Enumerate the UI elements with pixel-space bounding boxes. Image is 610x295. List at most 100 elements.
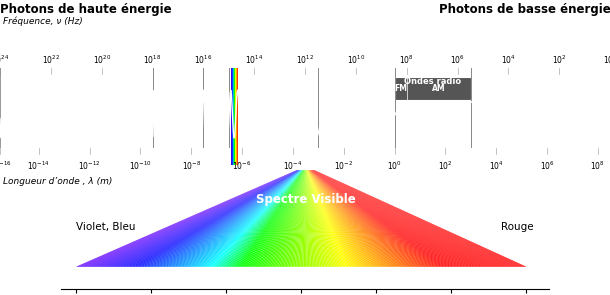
Polygon shape <box>131 170 299 267</box>
Polygon shape <box>234 170 303 267</box>
Text: Infrarouge: Infrarouge <box>248 77 299 86</box>
Polygon shape <box>102 170 298 267</box>
Text: $10^{2}$: $10^{2}$ <box>552 54 567 66</box>
Polygon shape <box>310 170 423 267</box>
Polygon shape <box>270 170 304 267</box>
Polygon shape <box>109 170 298 267</box>
Polygon shape <box>144 170 300 267</box>
Polygon shape <box>267 170 304 267</box>
Polygon shape <box>309 170 379 267</box>
Polygon shape <box>311 170 436 267</box>
Polygon shape <box>207 170 302 267</box>
Polygon shape <box>310 170 418 267</box>
Polygon shape <box>167 170 300 267</box>
Polygon shape <box>278 170 305 267</box>
Polygon shape <box>206 170 302 267</box>
Polygon shape <box>308 170 357 267</box>
Polygon shape <box>81 170 297 267</box>
Polygon shape <box>87 170 297 267</box>
Polygon shape <box>309 170 394 267</box>
Polygon shape <box>308 170 364 267</box>
Polygon shape <box>112 170 298 267</box>
Text: UV: UV <box>209 77 223 86</box>
Text: $10^{24}$: $10^{24}$ <box>0 54 9 66</box>
Text: $10^{4}$: $10^{4}$ <box>501 54 516 66</box>
Text: Ondes radio: Ondes radio <box>404 77 461 86</box>
Polygon shape <box>309 170 395 267</box>
Polygon shape <box>142 170 300 267</box>
Polygon shape <box>209 170 302 267</box>
Polygon shape <box>305 170 306 267</box>
Polygon shape <box>307 170 356 267</box>
Polygon shape <box>121 170 298 267</box>
Polygon shape <box>310 170 427 267</box>
Polygon shape <box>307 170 335 267</box>
Polygon shape <box>309 170 373 267</box>
Polygon shape <box>97 170 298 267</box>
Polygon shape <box>163 170 300 267</box>
Polygon shape <box>246 170 303 267</box>
Polygon shape <box>307 170 347 267</box>
Polygon shape <box>314 170 506 267</box>
Polygon shape <box>307 170 353 267</box>
Polygon shape <box>88 170 297 267</box>
Polygon shape <box>295 170 306 267</box>
Polygon shape <box>254 170 304 267</box>
Text: $10^{-6}$: $10^{-6}$ <box>232 159 252 172</box>
Polygon shape <box>256 170 304 267</box>
Polygon shape <box>313 170 492 267</box>
Polygon shape <box>314 170 519 267</box>
Polygon shape <box>96 170 298 267</box>
Text: $10^{6}$: $10^{6}$ <box>540 159 554 172</box>
Polygon shape <box>312 170 468 267</box>
Polygon shape <box>313 170 483 267</box>
Text: $10^{22}$: $10^{22}$ <box>42 54 60 66</box>
Polygon shape <box>176 170 301 267</box>
Polygon shape <box>123 170 298 267</box>
Polygon shape <box>315 170 526 267</box>
Polygon shape <box>314 170 510 267</box>
Polygon shape <box>99 170 298 267</box>
Polygon shape <box>195 170 301 267</box>
Polygon shape <box>141 170 300 267</box>
Polygon shape <box>153 170 300 267</box>
Polygon shape <box>306 170 325 267</box>
Polygon shape <box>312 170 469 267</box>
Polygon shape <box>310 170 404 267</box>
Polygon shape <box>306 170 320 267</box>
Polygon shape <box>310 170 412 267</box>
Polygon shape <box>282 170 305 267</box>
Polygon shape <box>129 170 299 267</box>
Polygon shape <box>263 170 304 267</box>
Polygon shape <box>312 170 463 267</box>
Polygon shape <box>261 170 304 267</box>
Polygon shape <box>307 170 341 267</box>
Polygon shape <box>293 170 305 267</box>
Polygon shape <box>310 170 426 267</box>
Text: Rayons X: Rayons X <box>156 77 199 86</box>
Polygon shape <box>154 170 300 267</box>
Text: $10^{20}$: $10^{20}$ <box>93 54 111 66</box>
Polygon shape <box>310 170 420 267</box>
Polygon shape <box>126 170 299 267</box>
Polygon shape <box>309 170 376 267</box>
Polygon shape <box>159 170 300 267</box>
Polygon shape <box>314 170 507 267</box>
Polygon shape <box>94 170 297 267</box>
Polygon shape <box>306 170 318 267</box>
Polygon shape <box>196 170 301 267</box>
Polygon shape <box>314 170 516 267</box>
Polygon shape <box>312 170 451 267</box>
Polygon shape <box>310 170 414 267</box>
Polygon shape <box>79 170 296 267</box>
Polygon shape <box>93 170 297 267</box>
Polygon shape <box>310 170 409 267</box>
Polygon shape <box>313 170 484 267</box>
Polygon shape <box>181 170 301 267</box>
Polygon shape <box>312 170 478 267</box>
Polygon shape <box>314 170 511 267</box>
Text: Violet, Bleu: Violet, Bleu <box>76 222 135 232</box>
Polygon shape <box>100 170 298 267</box>
Polygon shape <box>179 170 301 267</box>
Polygon shape <box>312 170 450 267</box>
